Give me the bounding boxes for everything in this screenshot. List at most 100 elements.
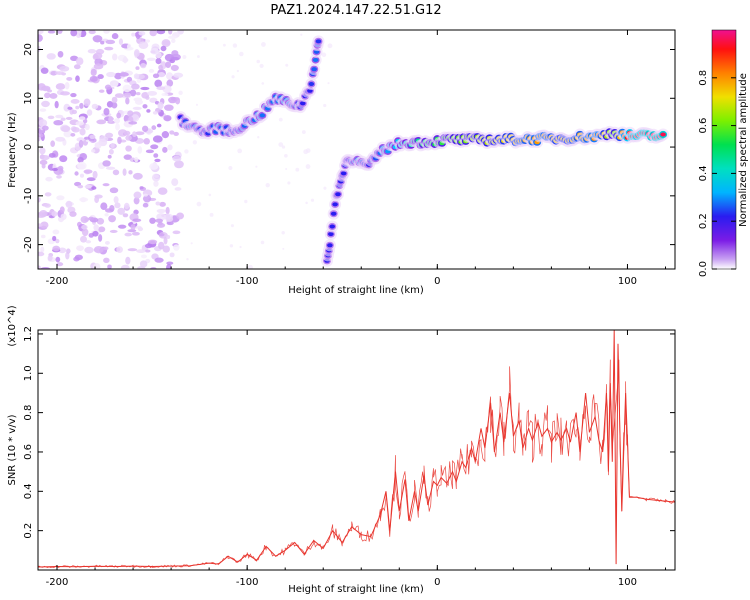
ridge-core [259,113,266,118]
noise-speckle [118,38,124,46]
noise-speckle [244,199,248,204]
noise-speckle [149,217,156,224]
noise-speckle [129,89,137,97]
colorbar-label: Normalized spectral amplitude [738,73,749,227]
noise-speckle [59,155,68,163]
snr-ytick-label: 0.8 [23,405,34,421]
noise-speckle [83,169,93,174]
noise-speckle [115,123,120,131]
ridge-core [315,39,322,44]
noise-speckle [110,142,115,148]
noise-speckle [208,193,212,197]
spectrogram-marks [38,30,670,269]
noise-speckle [123,130,131,136]
noise-speckle [157,187,168,195]
noise-speckle [40,246,45,253]
noise-speckle [80,235,87,243]
spectrogram-ytick-label: 20 [23,43,34,56]
noise-speckle [108,149,114,155]
noise-speckle [151,43,160,51]
spectrogram-ytick-label: 10 [23,92,34,105]
noise-speckle [117,224,127,229]
colorbar-tick-label: 0.4 [698,165,709,181]
colorbar-tick-label: 0.6 [698,118,709,134]
noise-speckle [158,64,163,71]
noise-speckle [38,34,43,42]
noise-speckle [55,256,61,263]
noise-speckle [257,136,260,139]
noise-speckle [132,106,142,110]
noise-speckle [327,43,333,49]
noise-speckle [103,107,110,116]
noise-speckle [38,251,45,257]
noise-speckle [172,230,181,235]
noise-speckle [57,50,64,58]
noise-speckle [186,258,189,261]
snr-series-line [38,330,675,568]
noise-speckle [40,234,46,239]
noise-speckle [56,174,62,179]
noise-speckle [54,100,59,109]
noise-speckle [127,110,134,117]
noise-speckle [113,196,119,204]
noise-speckle [237,148,243,154]
noise-speckle [323,186,327,190]
noise-speckle [255,165,258,168]
noise-speckle [261,82,265,85]
noise-speckle [125,97,130,105]
noise-speckle [103,246,109,251]
noise-speckle [173,131,179,136]
noise-speckle [50,71,58,76]
noise-speckle [90,149,96,153]
noise-speckle [162,245,170,253]
noise-speckle [305,164,311,169]
noise-speckle [102,183,110,187]
noise-speckle [61,125,71,133]
spectrogram-ytick-label: -10 [23,188,34,204]
noise-speckle [182,55,187,59]
noise-speckle [41,100,50,108]
noise-speckle [203,37,208,41]
noise-speckle [147,90,158,96]
spectrogram-xtick-label: 0 [434,276,440,287]
noise-speckle [174,187,182,191]
noise-speckle [71,127,80,133]
colorbar-gradient [711,29,737,270]
noise-speckle [117,207,126,215]
noise-speckle [74,171,79,176]
noise-speckle [122,84,132,93]
noise-speckle [117,136,122,145]
noise-speckle [49,92,58,99]
noise-speckle [109,229,118,233]
noise-speckle [152,135,163,143]
noise-speckle [100,202,108,211]
noise-speckle [76,137,85,142]
noise-speckle [152,73,160,79]
noise-speckle [139,260,148,268]
noise-speckle [41,125,49,131]
noise-speckle [171,178,179,187]
noise-speckle [98,234,103,242]
noise-speckle [196,201,202,207]
noise-speckle [173,244,180,251]
noise-speckle [70,99,80,104]
noise-speckle [108,215,116,223]
noise-speckle [282,247,285,250]
noise-speckle [84,184,93,189]
noise-speckle [278,142,284,147]
ridge-core [312,57,319,62]
noise-speckle [151,125,157,130]
noise-speckle [165,61,172,68]
noise-speckle [116,246,123,254]
noise-speckle [76,245,84,251]
noise-speckle [93,245,104,254]
noise-speckle [59,65,70,72]
noise-speckle [39,147,46,155]
noise-speckle [153,153,159,158]
spectrogram-ylabel: Frequency (Hz) [7,112,18,188]
noise-speckle [66,248,71,254]
noise-speckle [190,242,193,245]
